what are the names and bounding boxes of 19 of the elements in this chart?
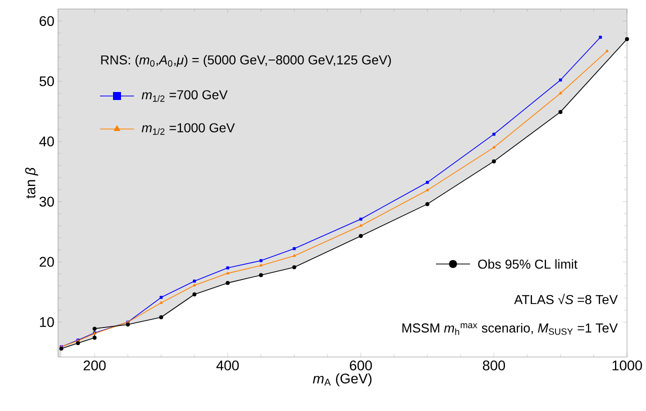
x-tick-label: 800	[482, 360, 506, 370]
y-tick-label: 40	[39, 136, 54, 146]
y-axis-title: tan β	[25, 168, 38, 198]
text: RNS: (m$_{0}$,A$_{0}$,μ) = (5000 GeV,−8000 GeV,125 GeV)	[101, 54, 391, 68]
legend-label: m$_{1/2}$ =700 GeV	[142, 90, 228, 102]
x-axis-title: m$_{A}$ (GeV)	[312, 373, 372, 386]
x-tick-label: 200	[84, 360, 106, 370]
legend-label: m$_{1/2}$ =1000 GeV	[142, 123, 235, 135]
y-tick-label: 60	[40, 16, 54, 26]
y-tick-label: 20	[40, 256, 54, 267]
annotation: ATLAS √S =8 TeV	[514, 294, 618, 304]
y-tick-label: 10	[40, 317, 54, 328]
annotation: MSSM m$_{h}$$^{max}$ scenario, M$_{SUSY}$ =1 TeV	[402, 323, 618, 335]
x-tick-label: 600	[350, 360, 372, 370]
y-tick-label: 30	[40, 196, 54, 207]
x-tick-label: 1000	[612, 360, 642, 370]
legend-label: Obs 95% CL limit	[478, 259, 578, 269]
y-tick-label: 50	[40, 76, 54, 86]
x-tick-label: 400	[216, 360, 239, 370]
